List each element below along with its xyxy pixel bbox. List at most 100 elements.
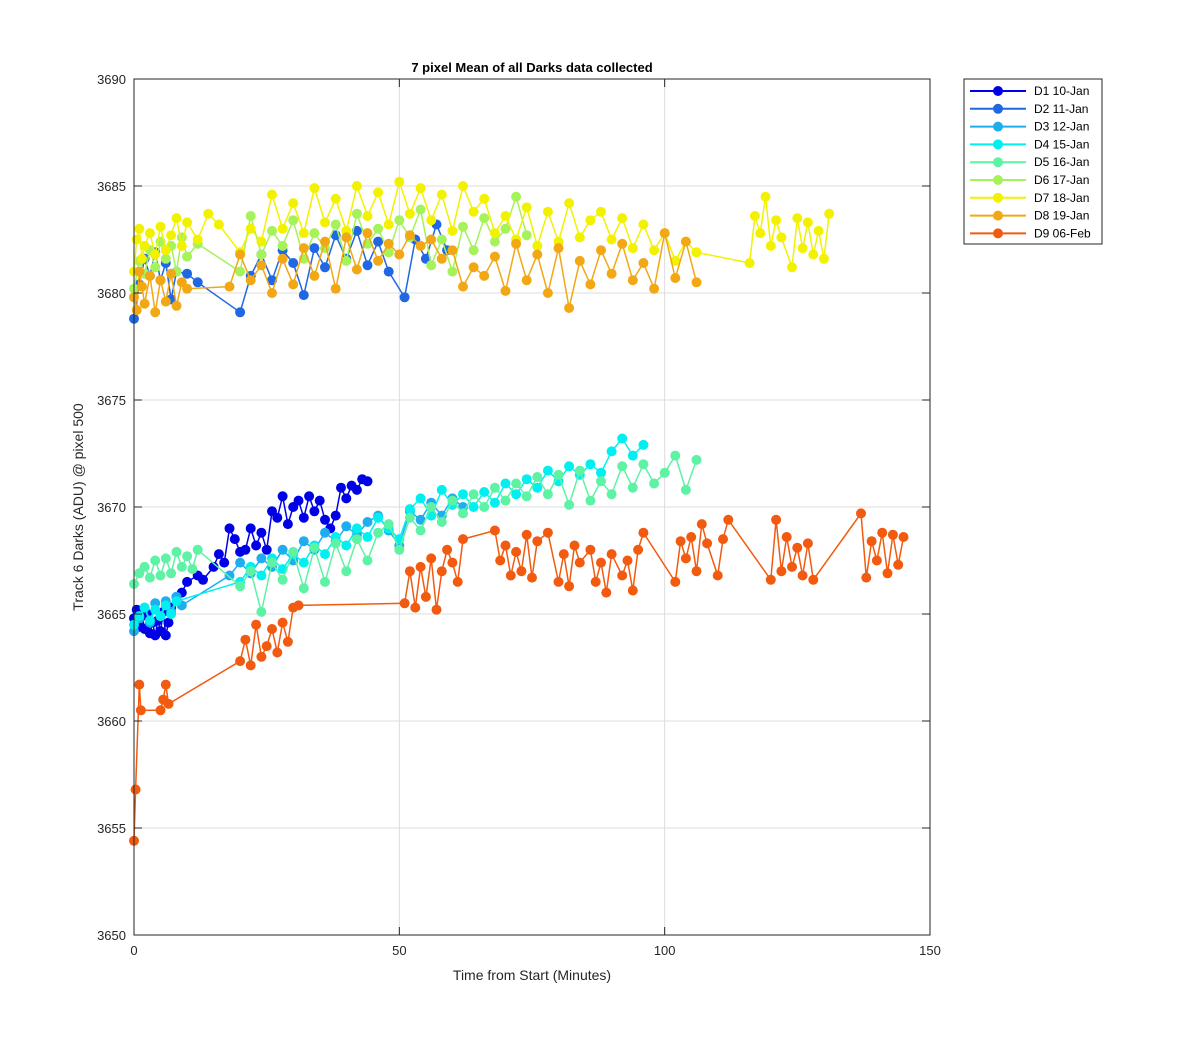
- tick-layer: 0 50 100 150 3650 3655 3660 3665 3670 3675 3680 368…: [97, 72, 941, 958]
- data-point: [351, 264, 362, 275]
- data-point: [489, 525, 500, 536]
- data-point: [320, 236, 330, 247]
- data-point: [192, 277, 203, 288]
- data-point: [426, 234, 437, 245]
- data-point: [606, 268, 617, 279]
- data-point: [585, 215, 596, 226]
- data-point: [245, 211, 256, 221]
- data-point: [160, 296, 171, 307]
- data-point: [155, 570, 166, 581]
- data-point: [304, 491, 315, 502]
- legend-swatch-marker: [993, 192, 1003, 203]
- data-point: [702, 538, 713, 549]
- data-point: [442, 544, 453, 555]
- data-point: [638, 219, 649, 230]
- legend: D1 10-Jan D2 11-Jan D3 12-Jan D4 15-Jan D5 1…: [963, 78, 1103, 245]
- data-point: [134, 266, 145, 277]
- data-point: [781, 532, 792, 542]
- data-point: [458, 181, 468, 191]
- legend-label: D9 06-Feb: [1034, 226, 1091, 240]
- data-point: [590, 576, 601, 587]
- data-point: [765, 574, 776, 585]
- data-point: [166, 568, 177, 579]
- data-point: [627, 450, 638, 461]
- y-tick-label: 3660: [97, 714, 126, 729]
- data-point: [219, 557, 230, 568]
- legend-items: D1 10-Jan D2 11-Jan D3 12-Jan D4 15-Jan D5 1…: [970, 84, 1091, 240]
- data-point: [166, 609, 177, 619]
- data-point: [261, 544, 272, 555]
- data-point: [776, 566, 787, 577]
- data-point: [691, 247, 702, 258]
- data-point: [797, 243, 808, 254]
- data-point: [330, 283, 341, 294]
- data-point: [134, 611, 145, 622]
- data-point: [521, 230, 532, 241]
- data-point: [160, 679, 171, 690]
- data-point: [139, 602, 150, 613]
- legend-entry: D6 17-Jan: [970, 173, 1089, 187]
- data-point: [670, 273, 681, 283]
- data-point: [229, 534, 240, 545]
- data-point: [192, 234, 203, 245]
- data-point: [351, 208, 362, 219]
- data-point: [309, 243, 320, 254]
- data-point: [468, 502, 479, 512]
- data-point: [479, 502, 490, 512]
- data-point: [155, 611, 166, 622]
- data-point: [511, 489, 522, 500]
- data-point: [649, 245, 660, 256]
- data-point: [155, 221, 166, 232]
- data-point: [564, 461, 575, 472]
- data-point: [818, 253, 829, 264]
- data-point: [404, 208, 415, 219]
- data-point: [314, 495, 325, 506]
- data-point: [155, 275, 166, 286]
- data-point: [532, 240, 543, 251]
- data-point: [627, 275, 638, 286]
- series-4: [129, 433, 649, 630]
- data-point: [808, 574, 819, 585]
- data-point: [362, 532, 373, 542]
- data-point: [336, 482, 346, 493]
- data-point: [564, 581, 575, 592]
- data-point: [670, 576, 681, 587]
- data-point: [516, 566, 527, 577]
- data-point: [298, 290, 309, 301]
- y-tick-label: 3670: [97, 500, 126, 515]
- data-point: [256, 236, 267, 247]
- data-point: [458, 489, 468, 500]
- data-point: [532, 482, 543, 493]
- data-point: [447, 245, 458, 256]
- data-point: [240, 634, 251, 645]
- y-tick-label: 3675: [97, 393, 126, 408]
- data-point: [431, 604, 442, 615]
- data-point: [171, 300, 182, 311]
- data-point: [574, 232, 585, 243]
- data-point: [771, 215, 782, 226]
- data-point: [351, 534, 362, 545]
- data-point: [511, 478, 522, 489]
- data-point: [320, 217, 330, 228]
- data-point: [383, 219, 394, 230]
- data-point: [330, 510, 341, 521]
- legend-label: D2 11-Jan: [1034, 102, 1088, 116]
- data-point: [277, 544, 288, 555]
- data-point: [521, 491, 532, 502]
- data-point: [574, 465, 585, 476]
- data-point: [240, 544, 251, 555]
- data-point: [447, 266, 458, 277]
- data-point: [458, 281, 468, 292]
- data-point: [452, 576, 463, 587]
- data-point: [137, 253, 147, 264]
- data-point: [267, 288, 277, 298]
- data-point: [245, 523, 256, 534]
- data-point: [436, 484, 447, 495]
- data-point: [420, 591, 431, 602]
- data-point: [802, 538, 813, 549]
- data-point: [208, 561, 219, 572]
- data-point: [256, 553, 267, 564]
- legend-entry: D7 18-Jan: [970, 191, 1089, 205]
- data-point: [288, 258, 299, 268]
